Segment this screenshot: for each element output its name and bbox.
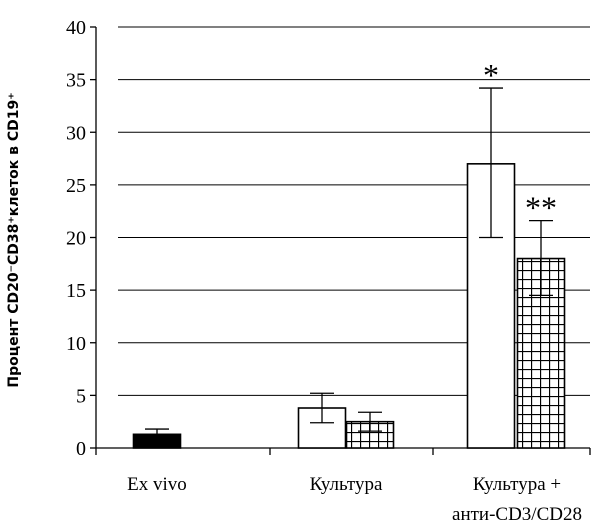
significance-mark-3: *	[483, 57, 499, 93]
category-label-2-line2: анти-CD3/CD28	[452, 504, 582, 525]
y-tick-label-0: 0	[76, 438, 86, 460]
category-label-1: Культура	[310, 474, 383, 495]
y-tick-labels: 0 5 10 15 20 25 30 35 40	[66, 17, 86, 460]
category-label-0: Ex vivo	[127, 474, 187, 495]
significance-mark-4: **	[525, 190, 557, 226]
y-tick-label-25: 25	[66, 175, 86, 197]
gridlines	[118, 26, 590, 396]
y-axis-title: Процент CD20⁻CD38⁺клеток в CD19⁺	[6, 92, 22, 387]
y-tick-label-15: 15	[66, 280, 86, 302]
y-tick-label-20: 20	[66, 228, 86, 250]
category-labels: Ex vivo Культура Культура + анти-CD3/CD28	[127, 474, 582, 525]
y-tick-label-5: 5	[76, 385, 86, 407]
y-tick-label-40: 40	[66, 17, 86, 39]
y-tick-label-35: 35	[66, 70, 86, 92]
y-tick-label-10: 10	[66, 333, 86, 355]
annotations: ***	[483, 57, 557, 226]
error-bars	[145, 87, 553, 441]
y-tick-label-30: 30	[66, 122, 86, 144]
bars	[132, 163, 566, 449]
y-axis-title-group: Процент CD20⁻CD38⁺клеток в CD19⁺	[6, 92, 22, 387]
category-label-2: Культура +	[473, 474, 561, 495]
bar-3	[466, 163, 516, 449]
